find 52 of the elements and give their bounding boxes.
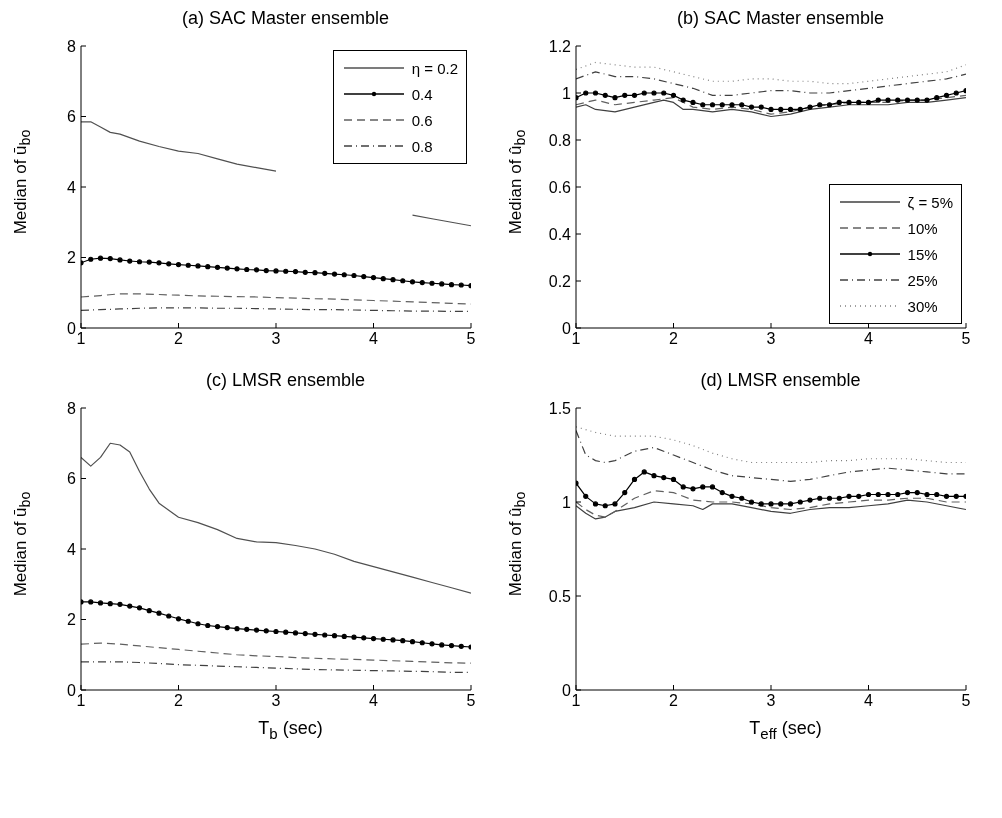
x-tick-label: 3 — [271, 330, 281, 348]
x-tick-label: 4 — [369, 692, 379, 710]
legend-label: ζ = 5% — [907, 193, 953, 211]
legend-label: 30% — [907, 297, 938, 315]
y-tick-label: 6 — [67, 470, 77, 488]
x-tick-label: 3 — [271, 692, 281, 710]
x-axis-title: T$_{b}$ (sec) — [257, 718, 324, 742]
y-tick-label: 2 — [67, 611, 77, 629]
x-tick-label: 2 — [669, 330, 679, 348]
x-tick-label: 3 — [766, 692, 776, 710]
chart-title: (b) SAC Master ensemble — [675, 8, 886, 30]
x-tick-label: 5 — [466, 692, 476, 710]
x-tick-label: 4 — [864, 692, 874, 710]
x-tick-label: 2 — [174, 692, 184, 710]
x-axis-title: T$_{eff}$ (sec) — [748, 718, 823, 742]
x-tick-label: 2 — [669, 692, 679, 710]
x-tick-label: 2 — [174, 330, 184, 348]
y-tick-label: 2 — [67, 249, 77, 267]
y-tick-label: 0 — [562, 319, 572, 337]
x-tick-label: 4 — [369, 330, 379, 348]
y-tick-label: 4 — [67, 178, 77, 196]
y-tick-label: 4 — [67, 540, 77, 558]
y-tick-label: 8 — [67, 399, 77, 417]
y-tick-label: 0.8 — [548, 131, 572, 149]
y-tick-label: 6 — [67, 108, 77, 126]
x-tick-label: 5 — [961, 692, 971, 710]
y-tick-label: 0.5 — [548, 587, 572, 605]
legend-label: 0.4 — [411, 85, 433, 103]
y-tick-label: 0.4 — [548, 225, 572, 243]
legend-label: 0.8 — [411, 137, 433, 155]
x-tick-label: 5 — [466, 330, 476, 348]
legend-label: 0.6 — [411, 111, 433, 129]
y-tick-label: 1.2 — [548, 37, 572, 55]
x-tick-label: 3 — [766, 330, 776, 348]
y-tick-label: 8 — [67, 37, 77, 55]
y-tick-label: 0 — [67, 319, 77, 337]
x-tick-label: 5 — [961, 330, 971, 348]
y-tick-label: 0 — [67, 681, 77, 699]
legend-label: 10% — [907, 219, 938, 237]
y-tick-label: 1 — [562, 84, 572, 102]
y-tick-label: 1.5 — [548, 399, 572, 417]
chart-title: (c) LMSR ensemble — [204, 370, 366, 392]
legend-label: η = 0.2 — [411, 59, 458, 77]
legend-label: 25% — [907, 271, 938, 289]
chart-title: (a) SAC Master ensemble — [180, 8, 391, 30]
y-tick-label: 0.2 — [548, 272, 572, 290]
x-tick-label: 4 — [864, 330, 874, 348]
chart-title: (d) LMSR ensemble — [699, 370, 862, 392]
legend-label: 15% — [907, 245, 938, 263]
y-tick-label: 1 — [562, 493, 572, 511]
y-tick-label: 0 — [562, 681, 572, 699]
y-tick-label: 0.6 — [548, 178, 572, 196]
